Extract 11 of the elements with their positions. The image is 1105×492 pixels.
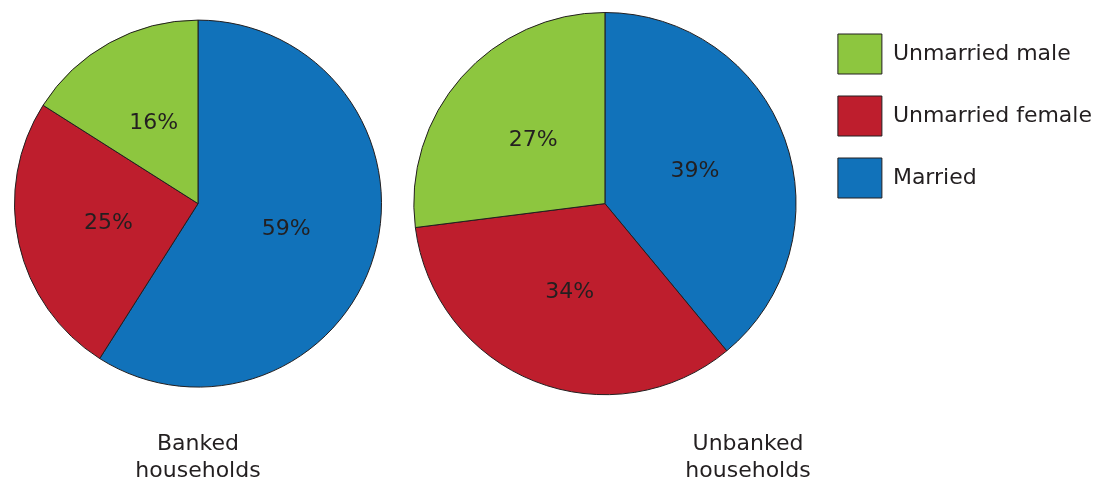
data-label: 59% — [261, 214, 311, 240]
data-label: 27% — [508, 126, 558, 152]
data-label: 16% — [129, 108, 179, 134]
legend-label: Unmarried female — [892, 101, 1092, 127]
legend-label: Unmarried male — [892, 39, 1071, 65]
text: Banked households — [135, 430, 261, 482]
data-label: 39% — [670, 156, 720, 182]
text: Unbanked households — [685, 430, 811, 482]
data-label: 34% — [545, 278, 595, 304]
legend-label: Married — [892, 163, 977, 189]
data-label: 25% — [84, 209, 133, 235]
